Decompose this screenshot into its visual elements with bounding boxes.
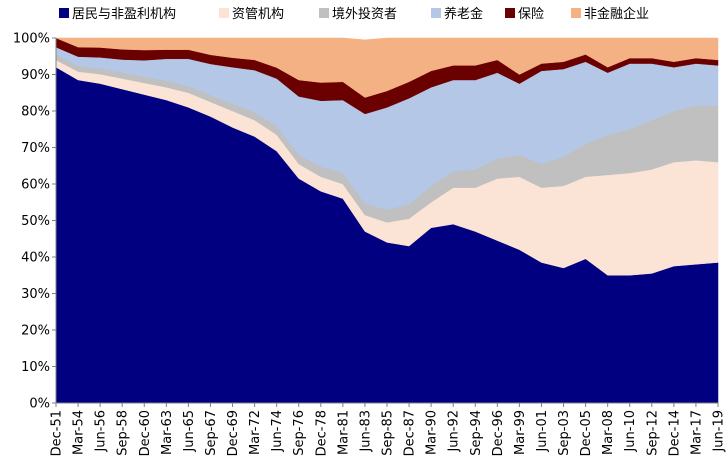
legend-label-5: 非金融企业 [584, 6, 649, 22]
x-tick-label: Jun-83 [358, 410, 373, 453]
y-tick-label: 70% [21, 141, 50, 156]
legend-swatch-0 [59, 8, 69, 18]
x-tick-label: Mar-17 [689, 410, 704, 455]
x-tick-label: Sep-03 [557, 410, 572, 456]
y-tick-label: 10% [21, 360, 50, 375]
legend-swatch-3 [431, 8, 441, 18]
y-tick-label: 50% [21, 214, 50, 229]
x-tick-label: Mar-90 [425, 410, 440, 455]
x-tick-label: Mar-63 [160, 410, 175, 455]
x-tick-label: Jun-74 [270, 410, 285, 453]
y-tick-label: 80% [21, 105, 50, 120]
legend-swatch-2 [319, 8, 329, 18]
y-tick-label: 30% [21, 287, 50, 302]
legend-label-2: 境外投资者 [332, 6, 397, 22]
x-tick-label: Sep-94 [469, 410, 484, 456]
x-tick-label: Jun-65 [182, 410, 197, 453]
y-tick-label: 40% [21, 251, 50, 266]
x-tick-label: Mar-08 [601, 410, 616, 455]
area-series-5 [55, 37, 719, 98]
x-tick-label: Dec-87 [403, 410, 418, 456]
x-tick-label: Dec-60 [138, 410, 153, 456]
x-tick-label: Sep-85 [381, 410, 396, 456]
x-tick-label: Jun-19 [712, 410, 726, 453]
x-tick-label: Mar-72 [248, 410, 263, 455]
x-tick-label: Dec-14 [667, 410, 682, 456]
x-tick-label: Dec-51 [50, 410, 65, 456]
x-tick-label: Mar-54 [72, 410, 87, 455]
x-tick-label: Sep-58 [116, 410, 131, 456]
x-tick-label: Mar-81 [336, 410, 351, 455]
y-tick-label: 100% [13, 32, 50, 47]
legend-swatch-1 [219, 8, 229, 18]
legend-label-1: 资管机构 [232, 7, 284, 22]
x-tick-label: Jun-56 [94, 410, 109, 453]
y-tick-label: 90% [21, 68, 50, 83]
x-tick-label: Sep-76 [292, 410, 307, 456]
x-tick-label: Mar-99 [513, 410, 528, 455]
y-tick-label: 20% [21, 324, 50, 339]
x-tick-label: Dec-05 [579, 410, 594, 456]
y-tick-label: 0% [29, 397, 50, 412]
x-tick-label: Jun-01 [535, 410, 550, 453]
x-tick-label: Jun-10 [623, 410, 638, 453]
x-tick-label: Dec-69 [226, 410, 241, 456]
legend-label-0: 居民与非盈利机构 [72, 7, 176, 22]
legend-label-4: 保险 [518, 7, 544, 22]
y-tick-label: 60% [21, 178, 50, 193]
legend-swatch-4 [505, 8, 515, 18]
x-tick-label: Dec-96 [491, 410, 506, 456]
x-tick-label: Jun-92 [447, 410, 462, 453]
legend-label-3: 养老金 [444, 6, 483, 22]
x-tick-label: Dec-78 [314, 410, 329, 456]
x-tick-label: Sep-67 [204, 410, 219, 456]
x-tick-label: Sep-12 [645, 410, 660, 456]
legend-swatch-5 [571, 8, 581, 18]
